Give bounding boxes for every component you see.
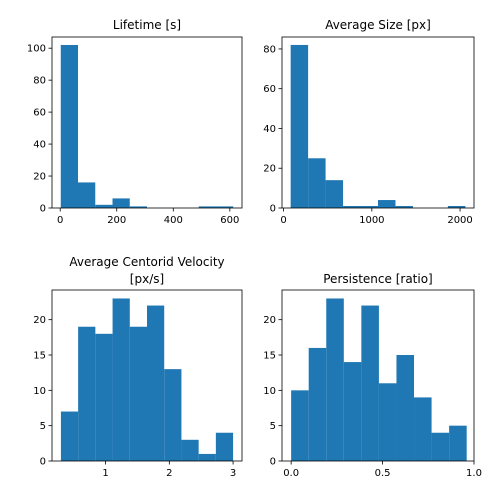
axes-frame	[281, 289, 475, 462]
y-tick-label: 10	[33, 386, 46, 397]
subplot-4: 0.0 0.5 1.0 0 5 10 15 20 Persistence [ratio]	[263, 272, 482, 479]
histogram-bar	[361, 305, 379, 461]
histogram-bar	[112, 198, 130, 208]
histogram-bar	[378, 200, 396, 208]
chart-title: [px/s]	[130, 272, 164, 286]
histogram-bar	[164, 369, 182, 461]
x-tick-label: 1.0	[466, 468, 482, 479]
histogram-bar	[215, 432, 234, 461]
histogram-bar	[396, 355, 415, 461]
histogram-bar	[414, 397, 432, 461]
histogram-bar	[290, 44, 309, 208]
histogram-bar	[326, 298, 344, 461]
y-tick-label: 20	[33, 172, 46, 183]
histogram-bar	[378, 383, 397, 461]
y-tick-label: 0	[40, 204, 46, 215]
subplot-2: 0 1000 2000 0 20 40 60 80 Average Size [px]	[263, 18, 475, 226]
axes-frame	[281, 36, 475, 209]
y-tick-label: 100	[27, 44, 46, 55]
x-tick-label: 2	[166, 468, 172, 479]
histogram-bar	[308, 347, 327, 461]
chart-title: Persistence [ratio]	[323, 272, 432, 286]
histogram-bar	[78, 326, 96, 461]
x-tick-label: 1000	[359, 215, 384, 226]
histogram-bar	[78, 182, 96, 208]
subplot-3: 1 2 3 0 5 10 15 20 Average Centorid Velocity [px/…	[33, 255, 243, 479]
histogram-bar	[60, 411, 79, 461]
histogram-bar	[325, 180, 344, 208]
y-tick-label: 20	[33, 315, 46, 326]
x-tick-label: 0	[280, 215, 286, 226]
histogram-bar	[308, 158, 326, 208]
histogram-bar	[60, 44, 79, 208]
histogram-bar	[343, 362, 362, 461]
histogram-bar	[449, 425, 467, 461]
x-tick-label: 2000	[447, 215, 472, 226]
x-tick-label: 200	[107, 215, 126, 226]
histogram-bar	[181, 439, 199, 461]
y-tick-label: 20	[263, 315, 276, 326]
y-tick-label: 80	[263, 44, 276, 55]
x-tick-label: 0.5	[375, 468, 391, 479]
histogram-bar	[343, 206, 361, 208]
histogram-bar	[215, 206, 234, 208]
histogram-bar	[431, 432, 450, 461]
chart-title: Average Size [px]	[325, 18, 431, 32]
axes-frame	[51, 36, 243, 209]
histogram-bar	[129, 326, 147, 461]
y-tick-label: 40	[263, 124, 276, 135]
histogram-bar	[198, 453, 216, 461]
y-tick-label: 15	[33, 351, 46, 362]
axes-frame	[51, 289, 243, 462]
y-tick-label: 40	[33, 140, 46, 151]
y-tick-label: 0	[40, 457, 46, 468]
histogram-bar	[360, 206, 378, 208]
y-tick-label: 10	[263, 386, 276, 397]
histogram-bar	[198, 206, 216, 208]
y-tick-label: 5	[40, 421, 46, 432]
histogram-bar	[112, 298, 130, 461]
y-tick-label: 0	[270, 204, 276, 215]
histogram-bar	[395, 206, 413, 208]
histogram-bar	[291, 390, 309, 461]
subplot-1: 0 200 400 600 0 20 40 60 80 100 Lifetime [s]	[27, 18, 243, 226]
y-tick-label: 15	[263, 351, 276, 362]
y-tick-label: 0	[270, 457, 276, 468]
x-tick-label: 3	[230, 468, 236, 479]
histogram-bar	[129, 206, 147, 208]
histogram-bar	[95, 333, 113, 461]
x-tick-label: 400	[164, 215, 183, 226]
x-tick-label: 600	[220, 215, 239, 226]
histogram-bar	[447, 206, 466, 208]
histogram-bar	[147, 305, 165, 461]
x-tick-label: 0.0	[283, 468, 299, 479]
y-tick-label: 60	[33, 108, 46, 119]
y-tick-label: 60	[263, 84, 276, 95]
y-tick-label: 80	[33, 76, 46, 87]
x-tick-label: 1	[102, 468, 108, 479]
histogram-bar	[95, 204, 113, 208]
chart-title: Lifetime [s]	[113, 18, 181, 32]
y-tick-label: 20	[263, 164, 276, 175]
y-tick-label: 5	[270, 421, 276, 432]
x-tick-label: 0	[57, 215, 63, 226]
chart-title: Average Centorid Velocity	[69, 255, 224, 269]
